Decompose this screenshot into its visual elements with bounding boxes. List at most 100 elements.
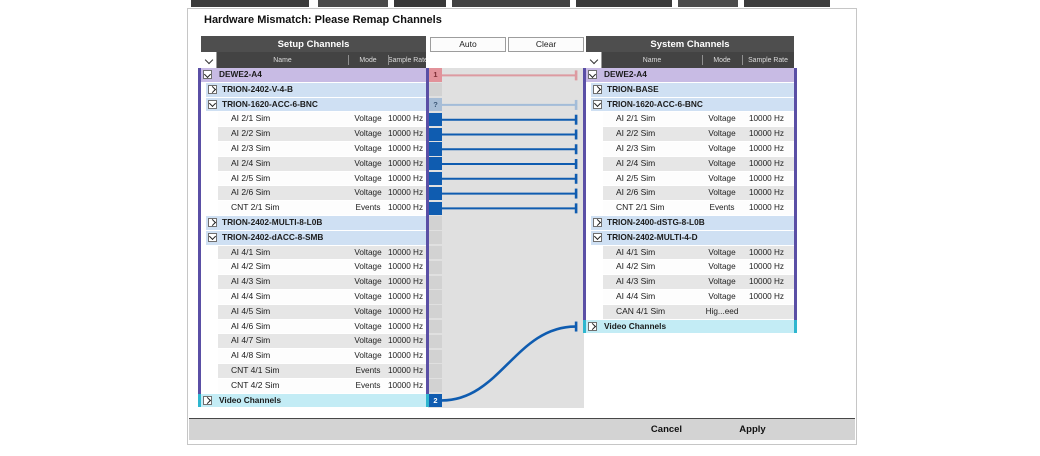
select-all-dropdown[interactable] <box>201 52 217 68</box>
video-channels-row[interactable]: Video Channels <box>201 393 426 408</box>
channel-row[interactable]: AI 4/4 Sim Voltage 10000 Hz <box>586 289 794 304</box>
channel-row[interactable]: AI 2/2 Sim Voltage 10000 Hz <box>201 127 426 141</box>
row-sample-rate: 10000 Hz <box>748 143 784 153</box>
map-block-video[interactable]: 2 <box>429 393 442 408</box>
channel-row[interactable]: AI 2/4 Sim Voltage 10000 Hz <box>201 156 426 171</box>
board-row[interactable]: TRION-2402-MULTI-8-L0B <box>201 215 426 230</box>
board-row[interactable]: TRION-2402-dACC-8-SMB <box>201 230 426 245</box>
row-background <box>218 349 426 363</box>
channel-row[interactable]: AI 2/6 Sim Voltage 10000 Hz <box>586 186 794 201</box>
board-row[interactable]: TRION-BASE <box>586 82 794 97</box>
channel-row[interactable]: AI 4/2 Sim Voltage 10000 Hz <box>586 260 794 275</box>
map-block-mapped[interactable] <box>429 186 442 201</box>
channel-row[interactable]: AI 4/4 Sim Voltage 10000 Hz <box>201 289 426 304</box>
clear-button[interactable]: Clear <box>508 37 584 52</box>
select-all-dropdown[interactable] <box>586 52 602 68</box>
row-background <box>603 141 794 156</box>
collapse-icon[interactable] <box>593 99 602 109</box>
map-block-none[interactable] <box>429 334 442 349</box>
map-block-mapped[interactable] <box>429 142 442 156</box>
channel-row[interactable]: CNT 4/1 Sim Events 10000 Hz <box>201 363 426 378</box>
collapse-icon[interactable] <box>588 70 597 79</box>
channel-row[interactable]: AI 4/3 Sim Voltage 10000 Hz <box>586 275 794 289</box>
channel-row[interactable]: AI 2/2 Sim Voltage 10000 Hz <box>586 127 794 141</box>
map-block-none[interactable] <box>429 260 442 275</box>
channel-row[interactable]: AI 4/2 Sim Voltage 10000 Hz <box>201 260 426 275</box>
channel-row[interactable]: CAN 4/1 Sim Hig...eed <box>586 304 794 319</box>
channel-row[interactable]: AI 2/5 Sim Voltage 10000 Hz <box>586 171 794 186</box>
row-label: TRION-BASE <box>607 83 659 94</box>
board-row[interactable]: TRION-1620-ACC-6-BNC <box>586 97 794 112</box>
channel-row[interactable]: AI 4/8 Sim Voltage 10000 Hz <box>201 349 426 363</box>
row-label: TRION-2402-MULTI-8-L0B <box>222 216 323 227</box>
auto-button[interactable]: Auto <box>430 37 506 52</box>
channel-row[interactable]: AI 2/4 Sim Voltage 10000 Hz <box>586 156 794 171</box>
apply-button[interactable]: Apply <box>715 419 790 440</box>
channel-row[interactable]: AI 2/1 Sim Voltage 10000 Hz <box>201 112 426 127</box>
channel-row[interactable]: AI 4/1 Sim Voltage 10000 Hz <box>586 245 794 260</box>
map-block-mapped[interactable] <box>429 171 442 186</box>
channel-row[interactable]: CNT 2/1 Sim Events 10000 Hz <box>586 201 794 215</box>
map-block-none[interactable] <box>429 275 442 289</box>
channel-row[interactable]: AI 2/3 Sim Voltage 10000 Hz <box>586 141 794 156</box>
row-label: AI 4/6 Sim <box>231 320 271 331</box>
channel-row[interactable]: AI 4/6 Sim Voltage 10000 Hz <box>201 319 426 334</box>
board-row[interactable]: TRION-2402-V-4-B <box>201 82 426 97</box>
map-block-none[interactable] <box>429 231 442 245</box>
channel-row[interactable]: CNT 4/2 Sim Events 10000 Hz <box>201 378 426 393</box>
map-block-none[interactable] <box>429 245 442 260</box>
row-label: AI 4/8 Sim <box>231 350 271 361</box>
expand-icon[interactable] <box>208 84 217 94</box>
row-background <box>603 260 794 275</box>
row-background <box>218 127 426 141</box>
row-mode: Voltage <box>354 143 382 153</box>
map-block-none[interactable] <box>429 305 442 319</box>
mapping-area[interactable]: 1? 2 <box>428 68 584 409</box>
map-block-mapped[interactable] <box>429 112 442 127</box>
row-label: AI 2/1 Sim <box>231 113 271 124</box>
map-block-none[interactable] <box>429 379 442 393</box>
video-channels-row[interactable]: Video Channels <box>586 319 794 334</box>
map-block-none[interactable] <box>429 216 442 230</box>
cancel-button[interactable]: Cancel <box>629 419 704 440</box>
expand-icon[interactable] <box>203 395 212 405</box>
row-sample-rate: 10000 Hz <box>388 114 424 124</box>
map-block-none[interactable] <box>429 83 442 97</box>
map-block-none[interactable] <box>429 349 442 363</box>
map-block-mapped[interactable] <box>429 127 442 141</box>
map-block-none[interactable] <box>429 364 442 378</box>
row-sample-rate: 10000 Hz <box>388 173 424 183</box>
collapse-icon[interactable] <box>208 232 217 242</box>
board-row[interactable]: TRION-2402-MULTI-4-D <box>586 230 794 245</box>
map-block-none[interactable] <box>429 290 442 304</box>
expand-icon[interactable] <box>588 321 597 331</box>
channel-row[interactable]: AI 4/5 Sim Voltage 10000 Hz <box>201 304 426 319</box>
map-block-mapped[interactable] <box>429 157 442 171</box>
channel-row[interactable]: CNT 2/1 Sim Events 10000 Hz <box>201 201 426 215</box>
expand-icon[interactable] <box>208 217 217 227</box>
collapse-icon[interactable] <box>208 99 217 109</box>
row-label: CNT 4/2 Sim <box>231 379 280 390</box>
channel-row[interactable]: AI 2/6 Sim Voltage 10000 Hz <box>201 186 426 201</box>
board-row[interactable]: TRION-1620-ACC-6-BNC <box>201 97 426 112</box>
row-background <box>603 304 794 319</box>
row-label: TRION-2402-V-4-B <box>222 83 294 94</box>
expand-icon[interactable] <box>593 84 602 94</box>
channel-row[interactable]: AI 2/5 Sim Voltage 10000 Hz <box>201 171 426 186</box>
map-block-unknown[interactable]: ? <box>429 97 442 112</box>
chassis-row[interactable]: DEWE2-A4 <box>586 68 794 82</box>
channel-row[interactable]: AI 4/7 Sim Voltage 10000 Hz <box>201 334 426 349</box>
channel-row[interactable]: AI 4/3 Sim Voltage 10000 Hz <box>201 275 426 289</box>
collapse-icon[interactable] <box>203 70 212 79</box>
channel-row[interactable]: AI 2/1 Sim Voltage 10000 Hz <box>586 112 794 127</box>
channel-row[interactable]: AI 2/3 Sim Voltage 10000 Hz <box>201 141 426 156</box>
map-block-none[interactable] <box>429 319 442 334</box>
chassis-row[interactable]: DEWE2-A4 <box>201 68 426 82</box>
channel-row[interactable]: AI 4/1 Sim Voltage 10000 Hz <box>201 245 426 260</box>
expand-icon[interactable] <box>593 217 602 227</box>
map-block-error[interactable]: 1 <box>429 68 442 82</box>
row-sample-rate: 10000 Hz <box>748 247 784 257</box>
collapse-icon[interactable] <box>593 232 602 242</box>
map-block-mapped[interactable] <box>429 201 442 215</box>
board-row[interactable]: TRION-2400-dSTG-8-L0B <box>586 215 794 230</box>
